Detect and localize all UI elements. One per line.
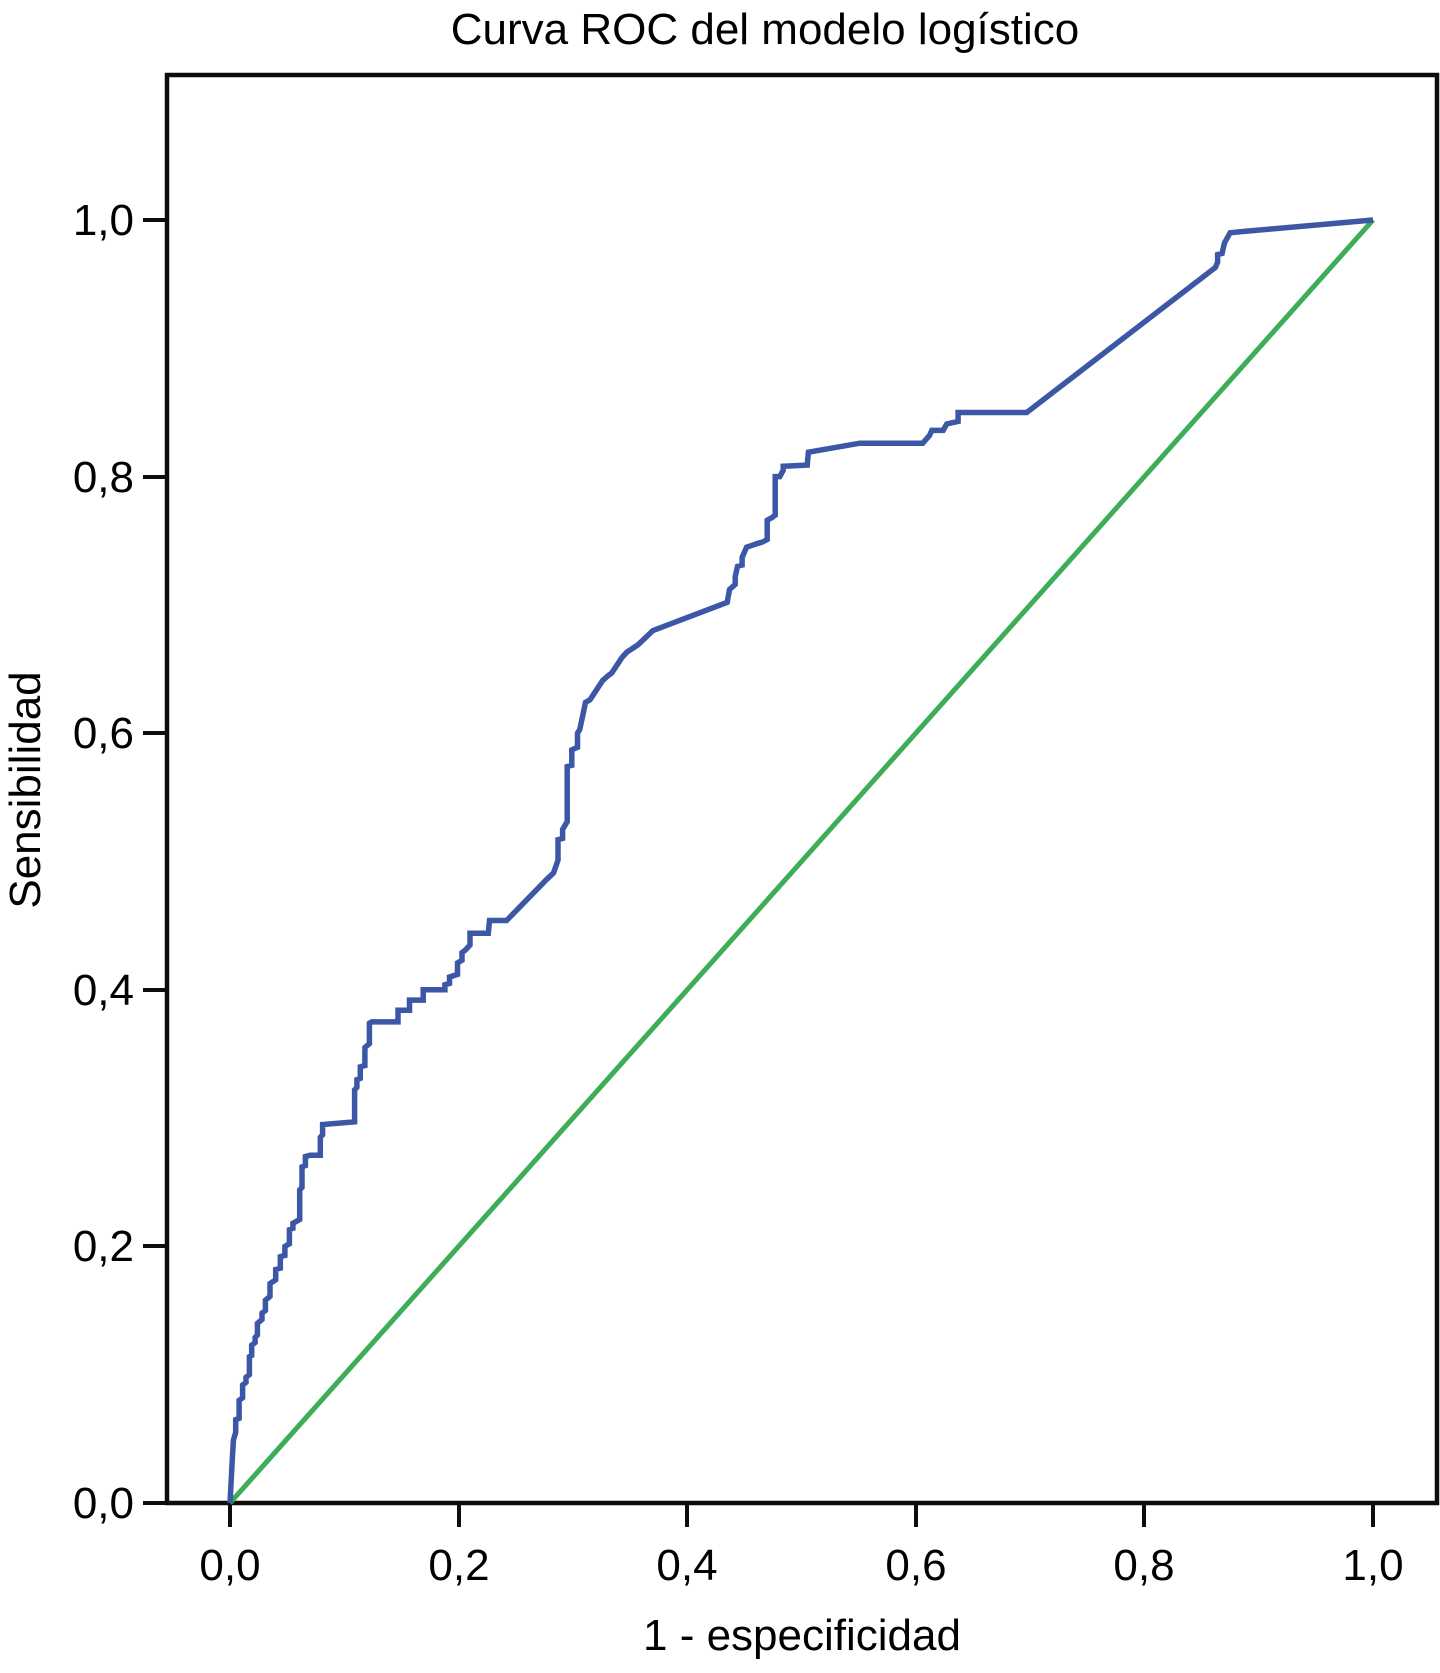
x-tick-label: 0,0 — [199, 1541, 260, 1590]
y-tick-label: 1,0 — [73, 196, 134, 245]
x-axis-title: 1 - especificidad — [643, 1611, 961, 1660]
x-tick-marks — [228, 1503, 1375, 1527]
y-tick-label: 0,6 — [73, 709, 134, 758]
x-tick-label: 0,4 — [656, 1541, 717, 1590]
x-tick-label: 0,2 — [428, 1541, 489, 1590]
chart-title: Curva ROC del modelo logístico — [451, 5, 1079, 54]
y-axis-title: Sensibilidad — [1, 671, 50, 908]
x-tick-label: 0,8 — [1113, 1541, 1174, 1590]
y-tick-label: 0,2 — [73, 1222, 134, 1271]
roc-curve-line — [227, 217, 1374, 1504]
y-tick-marks — [143, 218, 167, 1505]
y-tick-label: 0,4 — [73, 966, 134, 1015]
plot-frame — [164, 72, 1440, 1506]
y-tick-label: 0,8 — [73, 453, 134, 502]
y-tick-label: 0,0 — [73, 1479, 134, 1528]
x-tick-label: 1,0 — [1342, 1541, 1403, 1590]
reference-line — [228, 218, 1375, 1505]
x-tick-label: 0,6 — [885, 1541, 946, 1590]
